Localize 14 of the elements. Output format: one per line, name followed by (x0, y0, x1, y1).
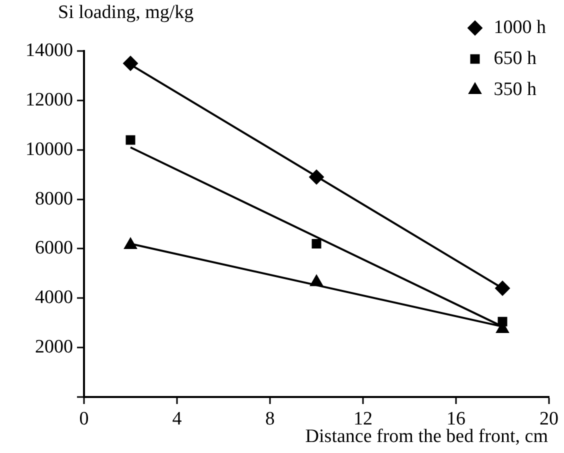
y-tick-label: 2000 (35, 336, 73, 358)
y-tick-label: 14000 (26, 40, 73, 61)
y-tick-label: 6000 (35, 238, 73, 259)
x-tick-label: 8 (265, 408, 275, 430)
x-tick-label: 4 (172, 408, 182, 430)
x-tick-label: 0 (79, 408, 89, 430)
legend-label: 1000 h (494, 16, 546, 40)
y-tick-label: 12000 (26, 89, 73, 110)
y-tick-label: 4000 (35, 287, 73, 308)
y-axis-title: Si loading, mg/kg (58, 2, 194, 24)
legend-label: 350 h (494, 78, 536, 102)
y-tick-label: 10000 (26, 138, 73, 160)
y-tick-label: 8000 (35, 188, 73, 210)
legend-label: 650 h (494, 47, 536, 71)
